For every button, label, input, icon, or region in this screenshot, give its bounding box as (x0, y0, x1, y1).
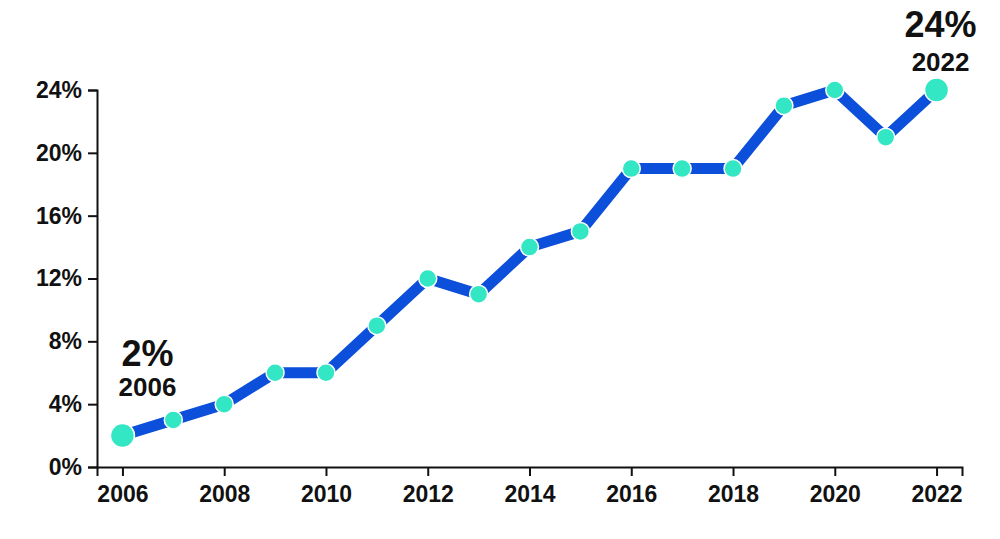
marker (521, 238, 539, 256)
y-tick: 12% (36, 265, 97, 291)
x-tick: 2006 (97, 467, 148, 507)
x-tick: 2022 (911, 467, 962, 507)
y-tick-mark (88, 278, 97, 280)
annotation-year: 2022 (912, 47, 970, 77)
marker (470, 285, 488, 303)
y-tick-label: 16% (36, 203, 82, 229)
x-tick: 2012 (403, 467, 454, 507)
annotation-value: 2% (121, 333, 173, 374)
x-tick-mark (733, 467, 735, 476)
y-tick-mark (88, 90, 97, 92)
y-tick-label: 4% (49, 391, 82, 417)
x-tick: 2020 (810, 467, 861, 507)
x-tick-mark (631, 467, 633, 476)
marker (877, 128, 895, 146)
marker (622, 160, 640, 178)
x-axis-line (98, 468, 963, 477)
y-tick-mark (88, 152, 97, 154)
marker (368, 317, 386, 335)
x-tick-label: 2022 (911, 481, 962, 507)
y-tick-label: 24% (36, 77, 82, 103)
marker (215, 395, 233, 413)
y-tick: 24% (36, 77, 97, 103)
y-axis: 0% 4% 8% 12% 16% 20% 24% (36, 77, 98, 480)
y-tick-mark (88, 215, 97, 217)
x-tick-mark (224, 467, 226, 476)
x-tick: 2018 (708, 467, 759, 507)
y-tick-mark (88, 404, 97, 406)
x-tick-label: 2006 (97, 481, 148, 507)
marker (110, 424, 134, 448)
y-tick-label: 12% (36, 265, 82, 291)
x-tick: 2016 (606, 467, 657, 507)
line (122, 90, 936, 436)
x-tick-mark (427, 467, 429, 476)
marker (164, 411, 182, 429)
chart: 0%4%8%12%16%20%24%2006200820102012201420… (0, 0, 1000, 539)
x-tick-label: 2014 (504, 481, 555, 507)
y-tick-label: 0% (49, 454, 82, 480)
x-tick: 2010 (301, 467, 352, 507)
annotations: 2%2006 24%2022 (119, 4, 977, 402)
marker (673, 160, 691, 178)
x-tick: 2014 (504, 467, 555, 507)
marker (571, 222, 589, 240)
y-tick-mark (88, 467, 97, 469)
marks (110, 78, 948, 448)
x-tick-label: 2016 (606, 481, 657, 507)
x-tick-label: 2008 (199, 481, 250, 507)
marker (317, 364, 335, 382)
x-tick-label: 2018 (708, 481, 759, 507)
annotation-year: 2006 (119, 372, 177, 402)
y-tick: 20% (36, 140, 97, 166)
y-tick-mark (88, 341, 97, 343)
y-tick-label: 20% (36, 140, 82, 166)
y-tick: 0% (49, 454, 97, 480)
x-axis: 2006 2008 2010 2012 2014 2016 2018 2020 2022 (97, 467, 962, 507)
marker (925, 78, 949, 102)
marker (419, 270, 437, 288)
x-tick-mark (122, 467, 124, 476)
x-tick-label: 2010 (301, 481, 352, 507)
y-axis-line (88, 91, 98, 468)
x-tick-mark (529, 467, 531, 476)
x-tick-mark (936, 467, 938, 476)
x-tick-mark (325, 467, 327, 476)
plot-area: 0%4%8%12%16%20%24%2006200820102012201420… (36, 4, 977, 507)
y-tick-label: 8% (49, 328, 82, 354)
y-tick: 4% (49, 391, 97, 417)
annotation-value: 24% (905, 4, 977, 45)
x-tick-mark (834, 467, 836, 476)
marker (266, 364, 284, 382)
x-tick: 2008 (199, 467, 250, 507)
marker (724, 160, 742, 178)
y-tick: 16% (36, 203, 97, 229)
x-tick-label: 2012 (403, 481, 454, 507)
marker (775, 97, 793, 115)
marker (826, 81, 844, 99)
y-tick: 8% (49, 328, 97, 354)
x-tick-label: 2020 (810, 481, 861, 507)
